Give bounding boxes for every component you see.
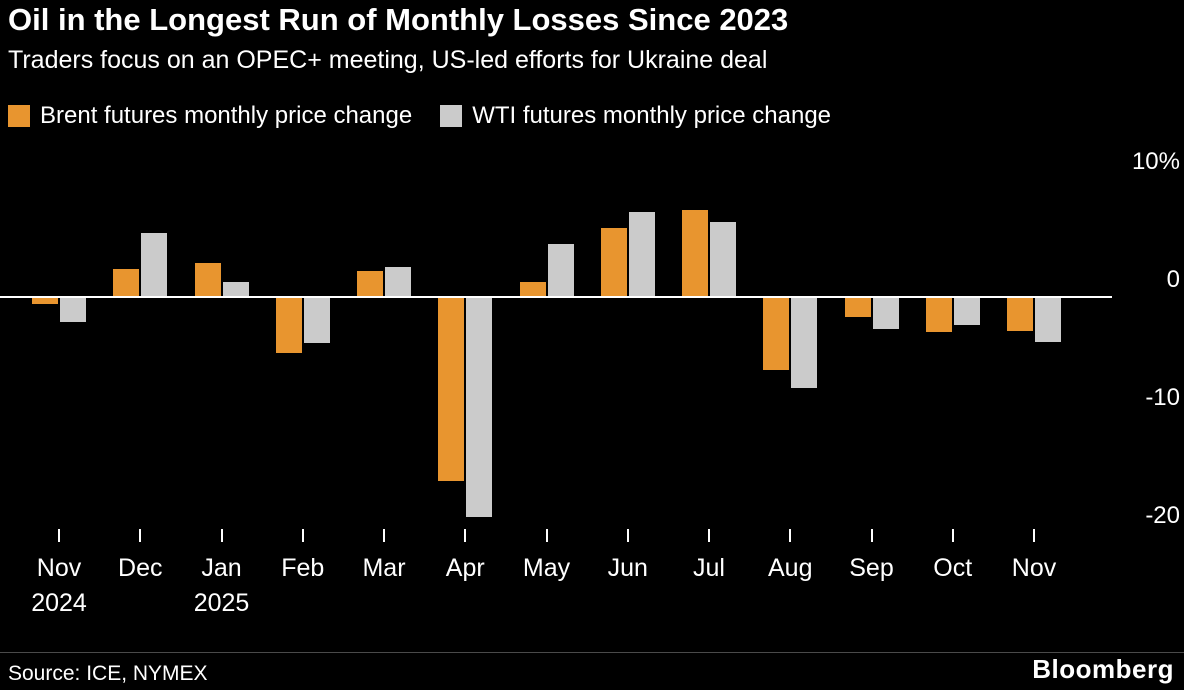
x-axis-label-may-6: May <box>522 554 571 582</box>
bar-brent-sep-10 <box>844 298 871 317</box>
x-axis-label-feb-3: Feb <box>281 554 325 582</box>
bar-brent-jun-7 <box>600 227 627 296</box>
x-axis-tick-oct-11 <box>951 529 954 542</box>
x-axis-label-jun-7: Jun <box>607 554 648 582</box>
footer-divider <box>0 652 1184 653</box>
y-axis-label-10pct: 10% <box>1131 148 1180 175</box>
x-axis-tick-nov-0 <box>58 529 60 542</box>
x-axis-tick-may-6 <box>545 529 548 542</box>
x-axis-tick-nov-12 <box>1033 529 1035 542</box>
legend-item-wti: WTI futures monthly price change <box>440 102 831 130</box>
x-axis-tick-aug-9 <box>789 529 792 542</box>
x-axis-tick-feb-3 <box>301 529 304 542</box>
legend-label-brent: Brent futures monthly price change <box>40 102 413 129</box>
x-axis-label-mar-4: Mar <box>362 554 406 582</box>
bar-brent-may-6 <box>519 281 546 296</box>
x-axis-tick-apr-5 <box>464 529 467 542</box>
bar-brent-nov-0 <box>32 298 58 304</box>
y-axis-label-0: 0 <box>1166 266 1180 293</box>
bar-wti-aug-9 <box>791 298 818 388</box>
x-axis-label-oct-11: Oct <box>933 554 973 582</box>
x-axis-label-sep-10: Sep <box>849 554 894 582</box>
bar-brent-jul-8 <box>682 209 708 296</box>
bar-brent-mar-4 <box>357 271 383 296</box>
bar-chart-plot-area: 10% 0 -10 -20 Nov Dec Jan Feb Mar Apr May Jun Jul Aug… <box>0 140 1184 640</box>
bar-brent-apr-5 <box>438 298 465 481</box>
bar-wti-nov-0 <box>60 298 86 322</box>
bar-wti-dec-1 <box>141 233 168 296</box>
bar-wti-jul-8 <box>710 221 736 296</box>
x-axis-tick-mar-4 <box>383 529 385 542</box>
bar-wti-sep-10 <box>872 298 899 329</box>
bar-brent-dec-1 <box>113 268 140 296</box>
bar-wti-oct-11 <box>953 298 980 326</box>
source-attribution: Source: ICE, NYMEX <box>8 662 208 685</box>
bloomberg-logo: Bloomberg <box>1032 654 1174 684</box>
y-axis-label--20: -20 <box>1145 502 1180 529</box>
bar-brent-jan-2 <box>194 262 221 296</box>
x-axis-label-nov-0: Nov <box>36 554 82 582</box>
x-axis-tick-dec-1 <box>139 529 142 542</box>
bar-wti-mar-4 <box>385 266 411 296</box>
bar-brent-oct-11 <box>925 298 952 333</box>
x-axis-label-jan-2: Jan <box>201 554 242 582</box>
legend-label-wti: WTI futures monthly price change <box>472 102 832 129</box>
x-axis-tick-sep-10 <box>870 529 873 542</box>
x-axis-label-dec-1: Dec <box>118 554 163 582</box>
chart-title: Oil in the Longest Run of Monthly Losses… <box>8 2 789 37</box>
bar-wti-nov-12 <box>1035 298 1061 342</box>
zero-axis-line <box>0 296 1112 298</box>
legend-item-brent: Brent futures monthly price change <box>8 102 412 130</box>
x-axis-tick-jul-8 <box>708 529 710 542</box>
bar-wti-jun-7 <box>628 212 655 296</box>
chart-legend: Brent futures monthly price change WTI f… <box>8 102 831 130</box>
bar-brent-nov-12 <box>1007 298 1033 332</box>
bar-wti-apr-5 <box>466 298 493 518</box>
x-axis-label-nov-12: Nov <box>1011 554 1057 582</box>
x-axis-year-label-2025: 2025 <box>193 589 250 617</box>
chart-subtitle: Traders focus on an OPEC+ meeting, US-le… <box>8 46 768 74</box>
y-axis-label--10: -10 <box>1145 384 1180 411</box>
x-axis-tick-jun-7 <box>626 529 629 542</box>
wti-swatch-icon <box>440 105 463 127</box>
bar-wti-jan-2 <box>222 281 249 296</box>
x-axis-tick-jan-2 <box>220 529 223 542</box>
bar-wti-feb-3 <box>303 298 330 343</box>
bar-brent-feb-3 <box>275 298 302 354</box>
brent-swatch-icon <box>8 105 30 127</box>
x-axis-label-aug-9: Aug <box>768 554 813 582</box>
x-axis-label-jul-8: Jul <box>693 554 725 582</box>
x-axis-label-apr-5: Apr <box>445 554 485 582</box>
x-axis-year-label-2024: 2024 <box>31 589 87 617</box>
bar-brent-aug-9 <box>763 298 790 370</box>
bar-wti-may-6 <box>547 244 574 296</box>
